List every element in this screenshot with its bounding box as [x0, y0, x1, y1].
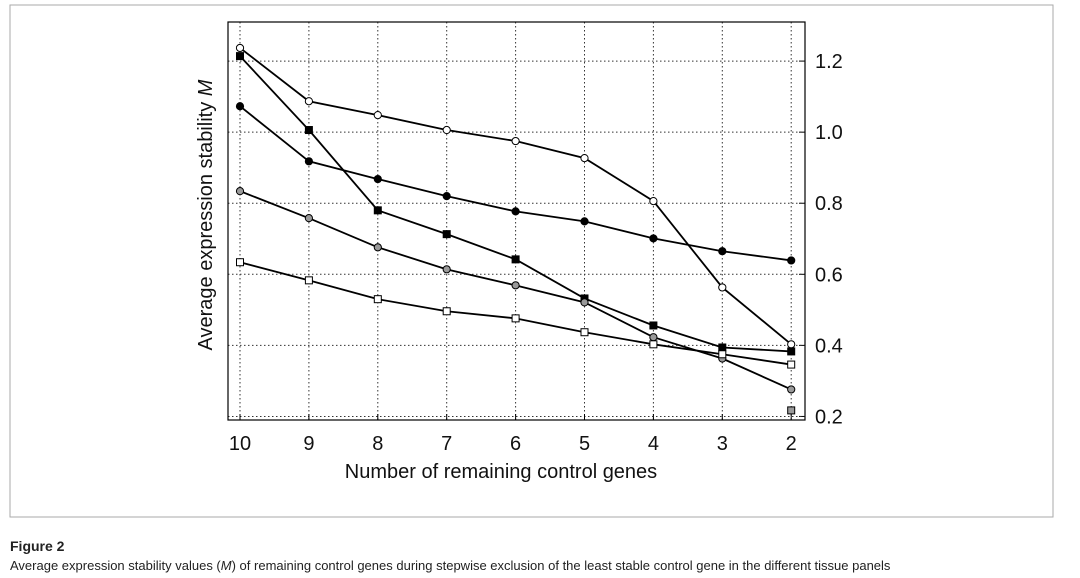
marker	[511, 281, 520, 290]
caption: Average expression stability values (M) …	[10, 558, 890, 573]
marker	[580, 154, 589, 163]
marker	[236, 258, 244, 267]
marker	[304, 157, 313, 166]
marker	[235, 102, 245, 111]
caption-text: Average expression stability values (	[10, 558, 221, 573]
marker	[649, 197, 658, 206]
marker	[511, 136, 520, 146]
marker	[235, 187, 245, 196]
chart: Average expression stability M Number of…	[9, 4, 1054, 518]
marker	[511, 255, 520, 264]
caption-text: ) of remaining control genes during step…	[231, 558, 891, 573]
y-label-symbol: M	[195, 79, 217, 96]
marker	[442, 125, 451, 135]
x-tick-label: 7	[441, 433, 452, 455]
plot-frame	[227, 21, 806, 421]
marker	[304, 214, 313, 223]
marker	[649, 321, 658, 330]
marker	[236, 52, 244, 61]
marker	[580, 328, 589, 337]
marker	[373, 206, 382, 215]
marker	[373, 174, 382, 184]
marker	[787, 406, 796, 415]
marker	[649, 333, 658, 342]
x-tick-label: 9	[303, 433, 314, 455]
x-tick-label: 4	[648, 433, 659, 455]
marker	[787, 385, 796, 394]
marker	[718, 350, 727, 359]
marker	[718, 283, 727, 292]
marker	[787, 340, 796, 349]
marker	[649, 340, 658, 349]
y-tick-label: 0.4	[815, 335, 843, 357]
marker	[787, 256, 796, 265]
y-tick-label: 0.6	[815, 264, 843, 286]
y-tick-label: 1.2	[815, 51, 843, 73]
y-label-text: Average expression stability	[195, 102, 217, 351]
marker	[649, 234, 658, 243]
marker	[304, 126, 313, 135]
figure-label: Figure 2	[10, 538, 65, 554]
x-tick-label: 6	[510, 433, 521, 455]
marker	[373, 243, 382, 252]
marker	[511, 207, 520, 216]
x-axis-label: Number of remaining control genes	[345, 461, 657, 483]
y-tick-label: 1.0	[815, 122, 843, 144]
x-tick-label: 2	[786, 433, 797, 455]
marker	[787, 347, 796, 356]
marker	[304, 97, 313, 106]
marker	[580, 217, 589, 226]
y-tick-label: 0.2	[815, 406, 843, 428]
series-line	[239, 261, 792, 366]
marker	[580, 298, 589, 307]
x-tick-label: 10	[229, 433, 251, 455]
marker	[373, 111, 382, 120]
marker	[718, 343, 727, 352]
y-tick-label: 0.8	[815, 193, 843, 215]
figure-frame	[9, 4, 1054, 518]
marker	[442, 230, 451, 239]
x-tick-label: 8	[372, 433, 383, 455]
marker	[442, 265, 451, 274]
marker	[511, 314, 520, 323]
marker	[718, 247, 727, 256]
marker	[442, 192, 451, 201]
series-line	[239, 47, 792, 346]
marker	[442, 307, 451, 316]
caption-symbol: M	[220, 558, 232, 573]
marker	[787, 360, 796, 369]
marker	[235, 43, 245, 53]
x-tick-label: 3	[717, 433, 728, 455]
y-axis-label: Average expression stability M	[195, 79, 217, 350]
marker	[304, 276, 313, 285]
marker	[373, 295, 382, 304]
x-tick-label: 5	[579, 433, 590, 455]
